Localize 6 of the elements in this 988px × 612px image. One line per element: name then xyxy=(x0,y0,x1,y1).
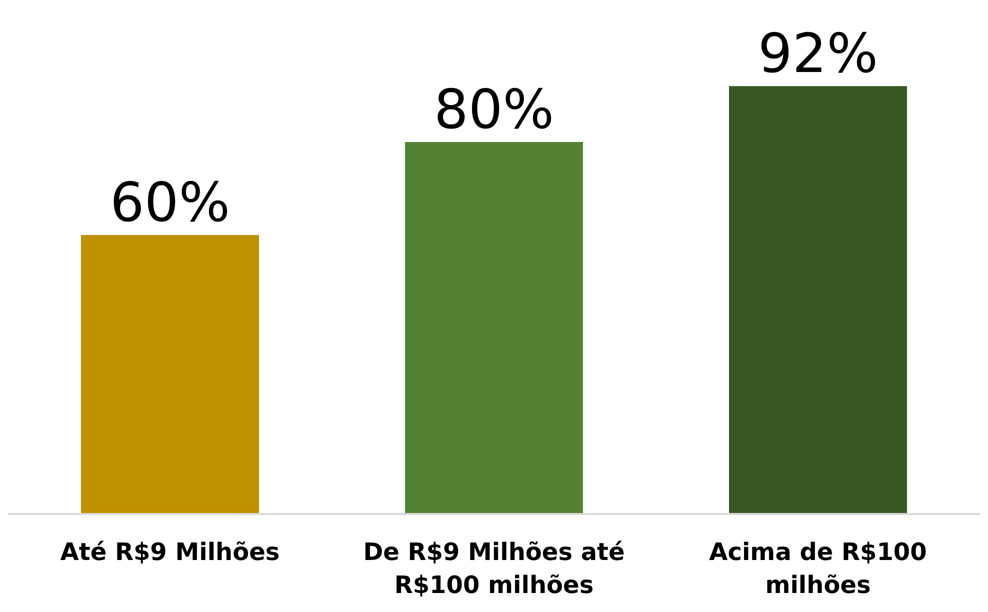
x-tick-label: Até R$9 Milhões xyxy=(60,538,280,566)
data-label: 92% xyxy=(758,22,878,86)
x-tick-label: De R$9 Milhões até R$100 milhões xyxy=(363,538,625,599)
data-label: 80% xyxy=(434,78,554,141)
data-label: 60% xyxy=(110,170,230,234)
x-tick-label: Acima de R$100 milhões xyxy=(709,538,927,599)
